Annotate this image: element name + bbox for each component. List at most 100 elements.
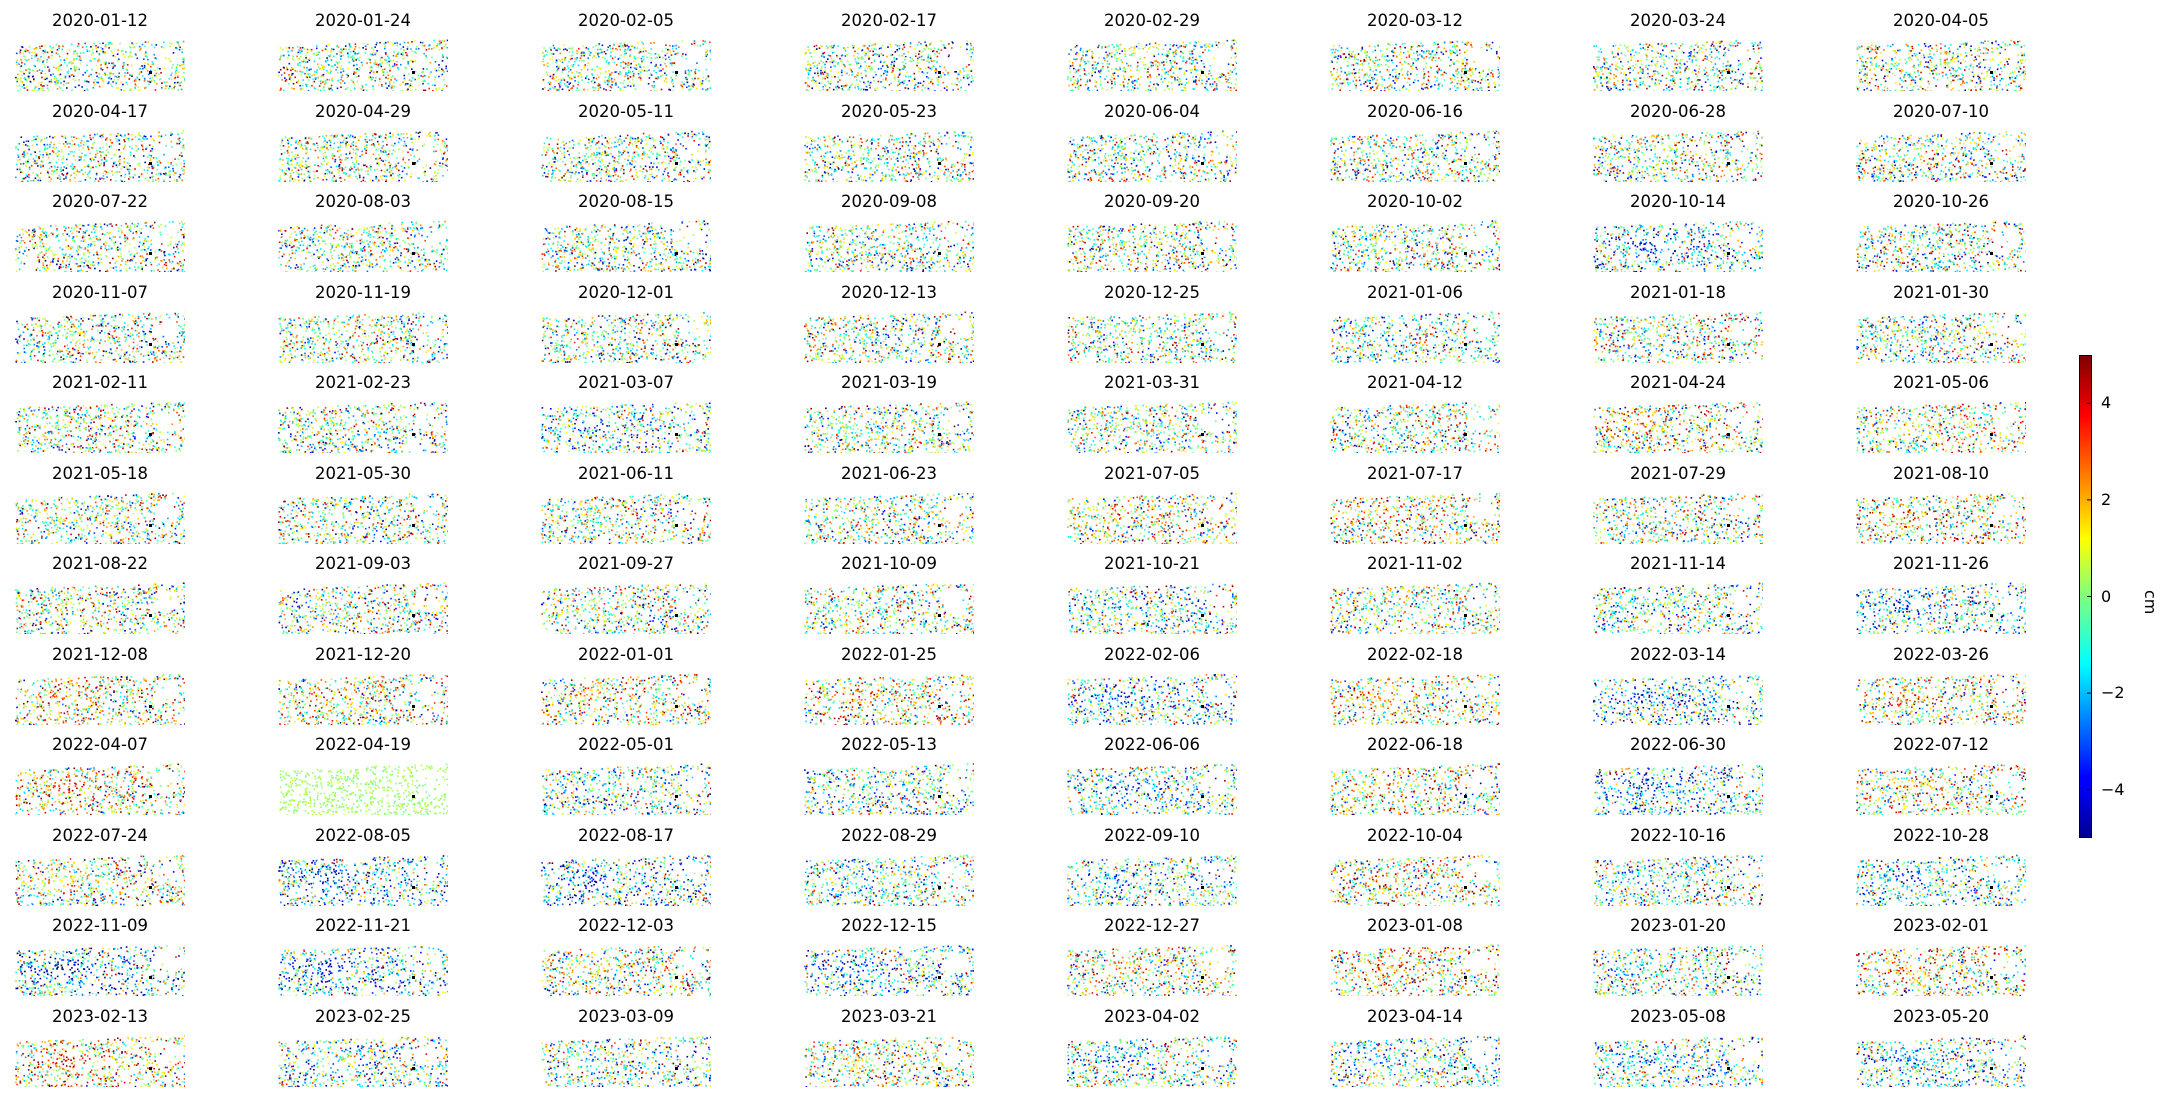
- map-point: [1927, 80, 1930, 83]
- map-point: [1857, 90, 1859, 91]
- map-point: [1858, 53, 1860, 56]
- map-point: [402, 81, 404, 84]
- map-point: [431, 48, 433, 50]
- map-point: [124, 72, 126, 74]
- map-point: [110, 50, 113, 53]
- map-point: [1862, 61, 1864, 64]
- map-point: [303, 48, 306, 50]
- map-point: [1983, 59, 1985, 61]
- map-point: [2000, 46, 2003, 49]
- map-point: [39, 45, 41, 48]
- map-point: [350, 46, 353, 49]
- map-point: [1354, 56, 1356, 59]
- map-point: [937, 84, 939, 86]
- map-point: [352, 55, 354, 57]
- map-point: [1915, 53, 1918, 56]
- reference-point: [412, 71, 415, 74]
- map-point: [569, 82, 571, 84]
- map-point: [1946, 62, 1949, 64]
- map-point: [421, 41, 424, 44]
- map-point: [1866, 57, 1869, 60]
- map-point: [423, 44, 426, 47]
- panel-title: 2020-02-29: [1062, 11, 1242, 31]
- map-point: [1620, 72, 1622, 74]
- map-point: [1165, 71, 1168, 74]
- map-point: [822, 52, 824, 55]
- map-point: [1137, 78, 1140, 80]
- map-point: [558, 88, 561, 90]
- map-point: [1946, 77, 1949, 79]
- map-point: [590, 51, 592, 54]
- map-point: [681, 55, 683, 57]
- map-point: [559, 81, 562, 83]
- map-point: [671, 90, 674, 91]
- map-point: [1335, 56, 1337, 58]
- map-point: [1874, 58, 1877, 60]
- map-point: [1123, 47, 1126, 50]
- map-point: [174, 157, 176, 160]
- map-point: [1362, 60, 1365, 63]
- map-point: [1152, 54, 1155, 56]
- map-point: [1459, 52, 1461, 55]
- map-point: [1707, 59, 1710, 62]
- map-point: [1620, 60, 1622, 63]
- map-point: [1348, 53, 1350, 56]
- map-point: [25, 48, 27, 51]
- map-point: [1979, 61, 1981, 64]
- map-point: [1374, 73, 1376, 76]
- map-point: [309, 58, 311, 60]
- map-point: [1414, 79, 1416, 81]
- map-point: [1859, 46, 1861, 49]
- map-point: [1870, 50, 1872, 52]
- map-point: [1452, 61, 1454, 63]
- map-point: [604, 81, 607, 84]
- map-point: [393, 64, 396, 67]
- map-point: [146, 70, 149, 72]
- map-point: [656, 77, 659, 80]
- map-point: [1136, 66, 1139, 68]
- map-point: [1633, 79, 1636, 82]
- map-point: [821, 78, 824, 81]
- map-point: [1418, 89, 1420, 91]
- map-point: [593, 86, 595, 89]
- map-point: [1716, 86, 1719, 88]
- map-point: [646, 70, 648, 72]
- map-point: [1232, 39, 1235, 42]
- map-point: [100, 50, 102, 52]
- map-point: [1637, 60, 1639, 62]
- map-point: [586, 64, 589, 67]
- map-point: [317, 76, 319, 79]
- map-point: [1665, 76, 1668, 79]
- map-point: [1874, 45, 1877, 48]
- map-point: [657, 76, 660, 78]
- map-point: [409, 83, 412, 85]
- map-point: [68, 62, 70, 64]
- map-point: [406, 90, 409, 91]
- map-point: [1690, 45, 1693, 47]
- map-point: [1693, 51, 1696, 54]
- map-point: [59, 65, 61, 67]
- map-point: [930, 43, 932, 46]
- map-point: [807, 71, 810, 74]
- map-point: [1634, 83, 1637, 85]
- map-point: [1710, 56, 1713, 58]
- map-point: [379, 64, 381, 66]
- map-point: [1906, 87, 1908, 89]
- map-point: [653, 41, 655, 44]
- map-point: [867, 48, 870, 50]
- map-point: [177, 76, 179, 78]
- map-point: [947, 71, 949, 74]
- map-point: [865, 65, 868, 67]
- map-point: [94, 58, 96, 60]
- map-point: [34, 51, 36, 54]
- map-point: [1364, 73, 1366, 76]
- map-point: [61, 90, 63, 91]
- map-point: [1609, 72, 1612, 75]
- map-point: [921, 71, 924, 73]
- map-point: [1717, 80, 1720, 83]
- map-point: [1094, 80, 1096, 82]
- map-point: [1978, 55, 1981, 57]
- map-point: [1127, 64, 1130, 67]
- map-point: [1683, 51, 1685, 54]
- map-point: [1191, 69, 1194, 71]
